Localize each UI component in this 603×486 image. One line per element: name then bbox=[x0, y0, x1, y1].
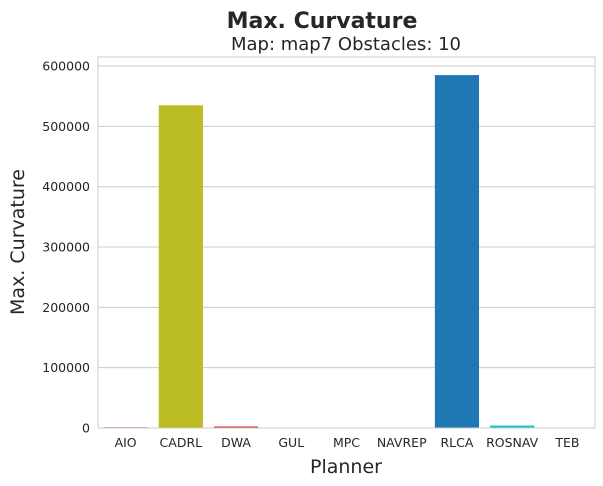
y-tick-label: 400000 bbox=[42, 179, 90, 194]
y-axis-label: Max. Curvature bbox=[7, 169, 29, 315]
y-tick-label: 200000 bbox=[42, 300, 90, 315]
y-tick-labels: 0 100000 200000 300000 400000 500000 600000 bbox=[42, 59, 90, 436]
x-tick-label: MPC bbox=[333, 435, 360, 450]
x-tick-label: ROSNAV bbox=[486, 435, 539, 450]
x-axis-label: Planner bbox=[310, 456, 382, 478]
y-tick-label: 600000 bbox=[42, 59, 90, 74]
bar-rosnav bbox=[490, 425, 535, 428]
chart-title: Max. Curvature bbox=[227, 9, 418, 34]
x-tick-label: TEB bbox=[554, 435, 579, 450]
x-tick-label: GUL bbox=[278, 435, 304, 450]
bar-dwa bbox=[213, 426, 259, 428]
bars bbox=[103, 75, 590, 428]
y-tick-label: 0 bbox=[82, 421, 90, 436]
x-tick-label: DWA bbox=[221, 435, 251, 450]
y-tick-label: 500000 bbox=[42, 119, 90, 134]
x-tick-label: AIO bbox=[115, 435, 137, 450]
bar-cadrl bbox=[158, 105, 203, 428]
x-tick-label: NAVREP bbox=[377, 435, 427, 450]
bar-rlca bbox=[434, 75, 480, 428]
y-tick-label: 100000 bbox=[42, 360, 90, 375]
x-tick-label: RLCA bbox=[440, 435, 473, 450]
chart-subtitle: Map: map7 Obstacles: 10 bbox=[231, 34, 461, 55]
plot-frame bbox=[97, 56, 596, 429]
x-tick-labels: AIO CADRL DWA GUL MPC NAVREP RLCA ROSNAV TEB bbox=[115, 435, 580, 450]
x-tick-label: CADRL bbox=[160, 435, 203, 450]
y-tick-label: 300000 bbox=[42, 240, 90, 255]
